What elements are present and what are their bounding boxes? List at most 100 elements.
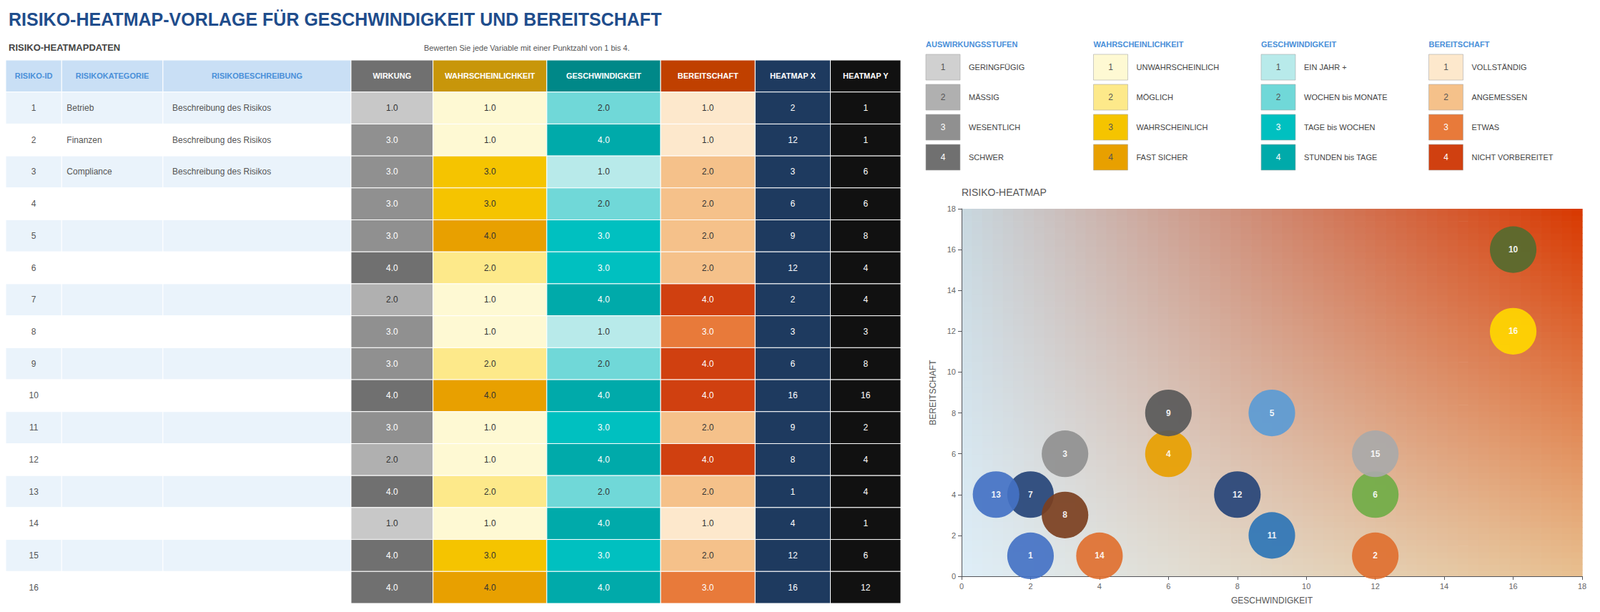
svg-text:10: 10 [1508,244,1519,255]
svg-text:4.0: 4.0 [386,390,399,401]
svg-text:BEREITSCHAFT: BEREITSCHAFT [927,359,938,426]
svg-text:Compliance: Compliance [66,166,113,177]
svg-text:14: 14 [1439,581,1449,591]
svg-text:1.0: 1.0 [386,102,399,113]
svg-text:Beschreibung des Risikos: Beschreibung des Risikos [172,166,271,177]
svg-text:5: 5 [1269,408,1275,419]
svg-text:MÖGLICH: MÖGLICH [1136,92,1174,102]
svg-text:4: 4 [1097,581,1102,591]
svg-text:4: 4 [31,198,37,209]
svg-text:2.0: 2.0 [702,166,715,177]
svg-text:1.0: 1.0 [484,518,497,529]
svg-text:2.0: 2.0 [702,422,715,433]
svg-text:4.0: 4.0 [702,390,715,401]
svg-text:RISIKOBESCHREIBUNG: RISIKOBESCHREIBUNG [211,71,303,81]
svg-text:2.0: 2.0 [484,358,497,369]
svg-text:STUNDEN bis TAGE: STUNDEN bis TAGE [1304,152,1377,162]
svg-text:Beschreibung des Risikos: Beschreibung des Risikos [172,102,271,113]
svg-text:2: 2 [862,422,868,433]
svg-text:16: 16 [1508,581,1518,591]
svg-text:3: 3 [790,326,796,337]
svg-text:FAST SICHER: FAST SICHER [1136,152,1189,162]
svg-text:3.0: 3.0 [484,198,497,209]
svg-text:2.0: 2.0 [702,198,715,209]
svg-text:2.0: 2.0 [484,263,497,274]
svg-text:4: 4 [1443,152,1449,163]
svg-text:4: 4 [1108,152,1114,163]
svg-text:1.0: 1.0 [484,294,497,305]
svg-text:1: 1 [862,135,868,146]
svg-text:1.0: 1.0 [597,166,610,177]
svg-text:1.0: 1.0 [702,135,715,146]
svg-text:13: 13 [991,489,1002,500]
svg-text:10: 10 [28,390,39,401]
svg-text:MÄSSIG: MÄSSIG [968,92,1000,102]
svg-text:12: 12 [787,550,798,561]
svg-text:4.0: 4.0 [484,230,497,241]
svg-text:2: 2 [1108,92,1114,103]
svg-text:12: 12 [787,135,798,146]
svg-text:4: 4 [790,518,796,529]
svg-text:3.0: 3.0 [597,550,610,561]
svg-text:GESCHWINDIGKEIT: GESCHWINDIGKEIT [566,71,642,81]
svg-text:13: 13 [28,486,39,497]
svg-text:6: 6 [862,198,868,209]
svg-text:2.0: 2.0 [484,486,497,497]
svg-text:4.0: 4.0 [702,454,715,465]
svg-text:2: 2 [790,294,796,305]
svg-text:8: 8 [790,454,796,465]
svg-text:14: 14 [947,285,956,295]
svg-text:2.0: 2.0 [597,198,610,209]
svg-text:6: 6 [951,449,956,459]
svg-text:Beschreibung des Risikos: Beschreibung des Risikos [172,135,271,146]
svg-text:6: 6 [862,166,868,177]
svg-text:3: 3 [790,166,796,177]
svg-text:2.0: 2.0 [597,102,610,113]
svg-text:4.0: 4.0 [597,390,610,401]
svg-text:1.0: 1.0 [484,326,497,337]
svg-text:3.0: 3.0 [386,198,399,209]
svg-text:2.0: 2.0 [702,550,715,561]
svg-text:ANGEMESSEN: ANGEMESSEN [1472,92,1528,102]
svg-text:4.0: 4.0 [597,582,610,593]
svg-text:16: 16 [860,390,871,401]
svg-text:4: 4 [862,486,868,497]
svg-text:8: 8 [862,230,868,241]
svg-text:2: 2 [31,135,37,146]
svg-text:3: 3 [31,166,37,177]
svg-text:3.0: 3.0 [597,422,610,433]
svg-text:2.0: 2.0 [702,230,715,241]
svg-text:15: 15 [28,550,39,561]
svg-text:3.0: 3.0 [484,166,497,177]
svg-text:4.0: 4.0 [484,390,497,401]
svg-text:3: 3 [940,122,946,133]
svg-text:4.0: 4.0 [386,263,399,274]
svg-text:12: 12 [1371,581,1380,591]
svg-text:12: 12 [860,582,871,593]
svg-text:3.0: 3.0 [484,550,497,561]
svg-text:16: 16 [947,245,956,254]
svg-text:2: 2 [1276,92,1282,103]
svg-text:3.0: 3.0 [597,230,610,241]
svg-text:WAHRSCHEINLICH: WAHRSCHEINLICH [1136,122,1209,132]
svg-text:4.0: 4.0 [386,550,399,561]
svg-text:3.0: 3.0 [386,166,399,177]
svg-text:4: 4 [940,152,946,163]
svg-text:3.0: 3.0 [702,326,715,337]
svg-text:3.0: 3.0 [597,263,610,274]
svg-text:1.0: 1.0 [484,422,497,433]
svg-text:0: 0 [959,581,964,591]
svg-text:4: 4 [862,294,868,305]
svg-text:6: 6 [790,198,796,209]
svg-text:1: 1 [862,518,868,529]
svg-text:RISIKO-HEATMAP: RISIKO-HEATMAP [961,186,1047,199]
svg-text:3: 3 [1443,122,1449,133]
svg-text:16: 16 [28,582,39,593]
svg-text:8: 8 [951,408,956,418]
svg-text:9: 9 [1166,408,1172,419]
svg-text:AUSWIRKUNGSSTUFEN: AUSWIRKUNGSSTUFEN [925,40,1018,49]
svg-text:18: 18 [1577,581,1587,591]
svg-text:WAHRSCHEINLICHKEIT: WAHRSCHEINLICHKEIT [1093,40,1184,49]
svg-text:4.0: 4.0 [386,582,399,593]
svg-text:2.0: 2.0 [386,454,399,465]
